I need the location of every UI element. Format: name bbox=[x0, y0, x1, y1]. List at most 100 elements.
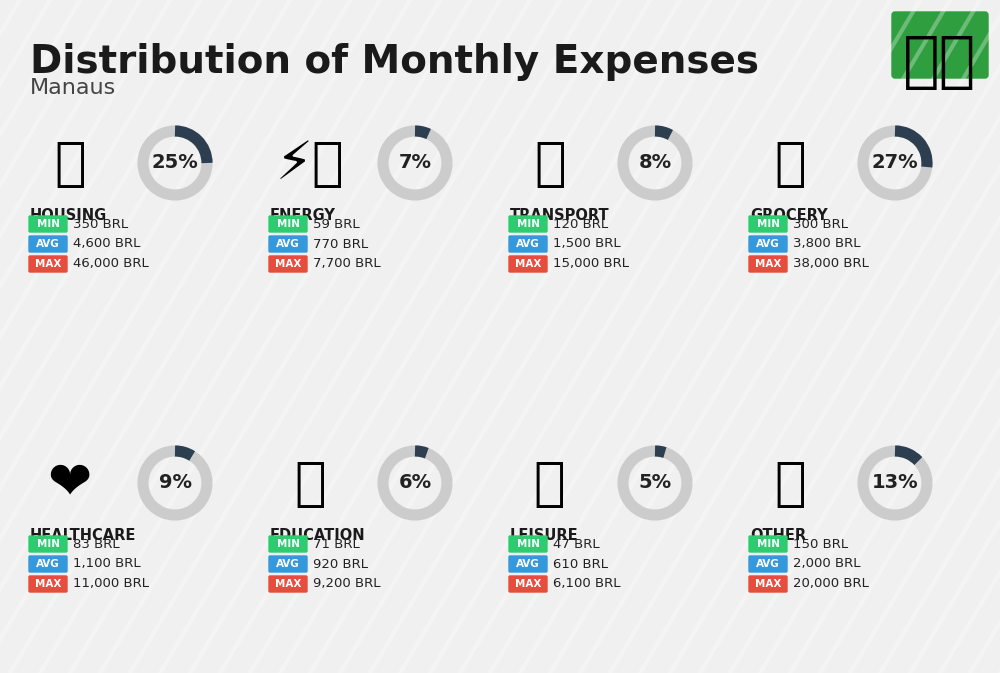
Text: AVG: AVG bbox=[276, 239, 300, 249]
Text: MIN: MIN bbox=[516, 219, 540, 229]
Text: MAX: MAX bbox=[515, 259, 541, 269]
FancyBboxPatch shape bbox=[269, 556, 307, 572]
Text: MAX: MAX bbox=[35, 579, 61, 589]
Text: 🇧🇷: 🇧🇷 bbox=[903, 33, 977, 92]
FancyBboxPatch shape bbox=[749, 236, 787, 252]
Text: MIN: MIN bbox=[276, 219, 300, 229]
Text: AVG: AVG bbox=[276, 559, 300, 569]
Text: 🛍️: 🛍️ bbox=[534, 458, 566, 510]
Text: 83 BRL: 83 BRL bbox=[73, 538, 120, 551]
Text: 6,100 BRL: 6,100 BRL bbox=[553, 577, 620, 590]
FancyBboxPatch shape bbox=[29, 236, 67, 252]
Text: ❤️: ❤️ bbox=[48, 458, 92, 510]
Text: HOUSING: HOUSING bbox=[30, 208, 107, 223]
Text: 770 BRL: 770 BRL bbox=[313, 238, 368, 250]
Text: 9,200 BRL: 9,200 BRL bbox=[313, 577, 380, 590]
Text: 1,500 BRL: 1,500 BRL bbox=[553, 238, 621, 250]
Text: MAX: MAX bbox=[275, 579, 301, 589]
FancyBboxPatch shape bbox=[509, 576, 547, 592]
FancyBboxPatch shape bbox=[269, 256, 307, 272]
Text: AVG: AVG bbox=[36, 559, 60, 569]
Text: 20,000 BRL: 20,000 BRL bbox=[793, 577, 869, 590]
Text: ENERGY: ENERGY bbox=[270, 208, 336, 223]
Text: 38,000 BRL: 38,000 BRL bbox=[793, 258, 869, 271]
FancyBboxPatch shape bbox=[749, 256, 787, 272]
Text: 300 BRL: 300 BRL bbox=[793, 217, 848, 230]
Text: 🎓: 🎓 bbox=[294, 458, 326, 510]
Text: MAX: MAX bbox=[515, 579, 541, 589]
Text: GROCERY: GROCERY bbox=[750, 208, 828, 223]
Text: 47 BRL: 47 BRL bbox=[553, 538, 600, 551]
Text: ⚡🏠: ⚡🏠 bbox=[276, 138, 344, 190]
Text: MIN: MIN bbox=[36, 219, 60, 229]
Text: AVG: AVG bbox=[516, 559, 540, 569]
Text: 920 BRL: 920 BRL bbox=[313, 557, 368, 571]
Text: 350 BRL: 350 BRL bbox=[73, 217, 128, 230]
Text: MIN: MIN bbox=[36, 539, 60, 549]
Text: 71 BRL: 71 BRL bbox=[313, 538, 360, 551]
FancyBboxPatch shape bbox=[509, 256, 547, 272]
Text: LEISURE: LEISURE bbox=[510, 528, 579, 543]
Text: 🛒: 🛒 bbox=[774, 138, 806, 190]
Text: 7,700 BRL: 7,700 BRL bbox=[313, 258, 381, 271]
FancyBboxPatch shape bbox=[29, 576, 67, 592]
Text: HEALTHCARE: HEALTHCARE bbox=[30, 528, 136, 543]
Text: MIN: MIN bbox=[516, 539, 540, 549]
Text: 7%: 7% bbox=[398, 153, 432, 172]
Text: 120 BRL: 120 BRL bbox=[553, 217, 608, 230]
Text: MAX: MAX bbox=[35, 259, 61, 269]
Text: Manaus: Manaus bbox=[30, 78, 116, 98]
Text: 13%: 13% bbox=[872, 474, 918, 493]
FancyBboxPatch shape bbox=[509, 236, 547, 252]
Text: MAX: MAX bbox=[275, 259, 301, 269]
Text: 25%: 25% bbox=[152, 153, 198, 172]
Text: AVG: AVG bbox=[756, 559, 780, 569]
Text: 11,000 BRL: 11,000 BRL bbox=[73, 577, 149, 590]
Text: OTHER: OTHER bbox=[750, 528, 806, 543]
FancyBboxPatch shape bbox=[509, 536, 547, 552]
FancyBboxPatch shape bbox=[29, 256, 67, 272]
FancyBboxPatch shape bbox=[749, 536, 787, 552]
FancyBboxPatch shape bbox=[269, 216, 307, 232]
FancyBboxPatch shape bbox=[749, 576, 787, 592]
Text: 4,600 BRL: 4,600 BRL bbox=[73, 238, 140, 250]
FancyBboxPatch shape bbox=[509, 556, 547, 572]
Text: 5%: 5% bbox=[638, 474, 672, 493]
Text: 150 BRL: 150 BRL bbox=[793, 538, 848, 551]
FancyBboxPatch shape bbox=[749, 556, 787, 572]
Text: 1,100 BRL: 1,100 BRL bbox=[73, 557, 141, 571]
Text: 9%: 9% bbox=[158, 474, 192, 493]
Text: MAX: MAX bbox=[755, 579, 781, 589]
Text: 6%: 6% bbox=[398, 474, 432, 493]
Text: 46,000 BRL: 46,000 BRL bbox=[73, 258, 149, 271]
FancyBboxPatch shape bbox=[509, 216, 547, 232]
Text: 🚌: 🚌 bbox=[534, 138, 566, 190]
FancyBboxPatch shape bbox=[892, 12, 988, 78]
Text: 59 BRL: 59 BRL bbox=[313, 217, 360, 230]
FancyBboxPatch shape bbox=[269, 236, 307, 252]
Text: 3,800 BRL: 3,800 BRL bbox=[793, 238, 860, 250]
Text: TRANSPORT: TRANSPORT bbox=[510, 208, 610, 223]
Text: 2,000 BRL: 2,000 BRL bbox=[793, 557, 860, 571]
Text: MAX: MAX bbox=[755, 259, 781, 269]
Text: Distribution of Monthly Expenses: Distribution of Monthly Expenses bbox=[30, 43, 759, 81]
Text: 👛: 👛 bbox=[774, 458, 806, 510]
FancyBboxPatch shape bbox=[269, 576, 307, 592]
FancyBboxPatch shape bbox=[749, 216, 787, 232]
FancyBboxPatch shape bbox=[269, 536, 307, 552]
Text: 27%: 27% bbox=[872, 153, 918, 172]
Text: MIN: MIN bbox=[276, 539, 300, 549]
Text: AVG: AVG bbox=[516, 239, 540, 249]
Text: 8%: 8% bbox=[638, 153, 672, 172]
Text: AVG: AVG bbox=[36, 239, 60, 249]
Text: MIN: MIN bbox=[757, 539, 780, 549]
Text: 🏢: 🏢 bbox=[54, 138, 86, 190]
Text: EDUCATION: EDUCATION bbox=[270, 528, 366, 543]
Text: 15,000 BRL: 15,000 BRL bbox=[553, 258, 629, 271]
FancyBboxPatch shape bbox=[29, 556, 67, 572]
Text: MIN: MIN bbox=[757, 219, 780, 229]
FancyBboxPatch shape bbox=[29, 536, 67, 552]
Text: 610 BRL: 610 BRL bbox=[553, 557, 608, 571]
FancyBboxPatch shape bbox=[29, 216, 67, 232]
Text: AVG: AVG bbox=[756, 239, 780, 249]
